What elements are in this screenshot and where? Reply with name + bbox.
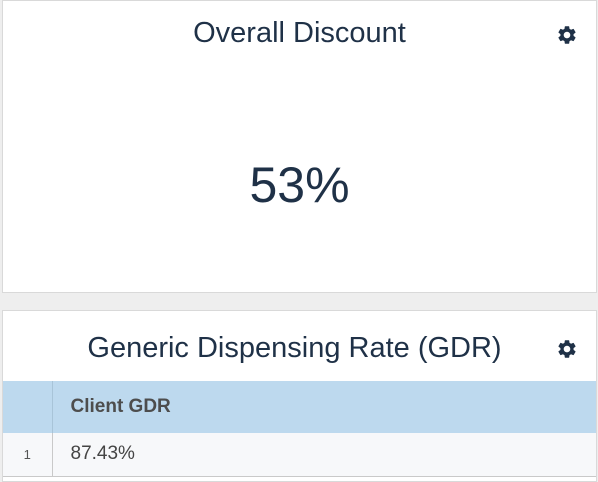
table-header-row: Client GDR (3, 381, 596, 433)
row-number: 1 (3, 433, 53, 476)
overall-discount-value: 53% (249, 157, 350, 213)
gear-icon[interactable] (556, 24, 578, 46)
column-header-client-gdr[interactable]: Client GDR (70, 396, 171, 417)
gear-icon[interactable] (556, 338, 578, 360)
gdr-table: Client GDR 1 87.43% (3, 381, 596, 477)
gdr-card: Generic Dispensing Rate (GDR) Client GDR… (2, 310, 597, 482)
gdr-title: Generic Dispensing Rate (GDR) (87, 332, 502, 364)
overall-discount-title: Overall Discount (193, 17, 406, 49)
row-number-header (3, 381, 53, 433)
client-gdr-cell[interactable]: 87.43% (70, 443, 135, 465)
table-row[interactable]: 1 87.43% (3, 433, 596, 476)
overall-discount-card: Overall Discount 53% (2, 0, 597, 293)
